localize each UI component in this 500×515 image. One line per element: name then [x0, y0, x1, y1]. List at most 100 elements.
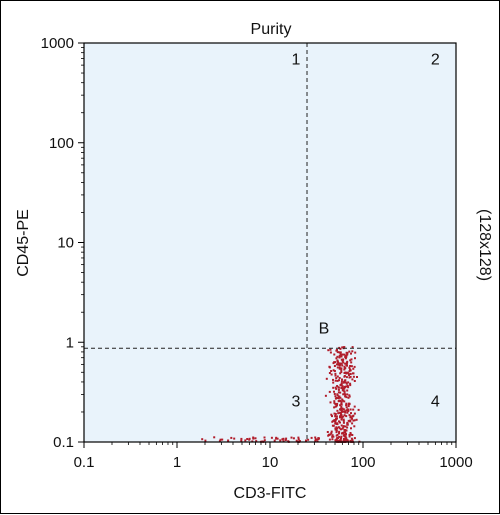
data-point — [344, 429, 347, 431]
data-point — [331, 438, 334, 441]
data-point — [340, 406, 343, 408]
data-point — [345, 372, 348, 375]
data-points — [201, 346, 361, 443]
data-point — [345, 396, 348, 399]
data-point — [315, 438, 318, 441]
data-point — [227, 439, 230, 442]
data-point — [334, 361, 337, 364]
quadrant-label-1: 1 — [291, 51, 300, 68]
data-point — [330, 430, 333, 433]
data-point — [342, 434, 345, 437]
data-point — [342, 415, 345, 418]
data-point — [248, 437, 251, 440]
data-point — [285, 437, 288, 440]
data-point — [281, 438, 284, 441]
data-point — [340, 437, 342, 440]
data-point — [340, 387, 343, 389]
data-point — [221, 438, 224, 441]
data-point — [335, 426, 338, 429]
data-point — [334, 419, 337, 422]
data-point — [334, 397, 337, 400]
data-point — [333, 400, 336, 403]
data-point — [342, 393, 345, 396]
data-point — [334, 427, 337, 430]
data-point — [341, 427, 344, 430]
data-point — [254, 437, 257, 440]
data-point — [347, 386, 350, 389]
data-point — [351, 372, 354, 375]
data-point — [336, 422, 338, 425]
data-point — [337, 396, 340, 398]
data-point — [348, 433, 351, 436]
data-point — [338, 354, 341, 357]
data-point — [341, 416, 343, 419]
data-point — [353, 380, 356, 382]
data-point — [338, 367, 341, 370]
data-point — [305, 439, 307, 442]
data-point — [355, 418, 358, 421]
data-point — [295, 439, 298, 442]
data-point — [349, 359, 352, 362]
x-tick-label: 1 — [173, 454, 181, 471]
data-point — [350, 412, 352, 415]
data-point — [338, 379, 340, 382]
data-point — [342, 381, 345, 384]
data-point — [348, 435, 351, 438]
data-point — [344, 431, 347, 434]
data-point — [335, 438, 338, 441]
data-point — [349, 384, 352, 387]
data-point — [341, 346, 344, 349]
data-point — [344, 356, 347, 358]
data-point — [336, 360, 339, 363]
data-point — [350, 416, 353, 419]
data-point — [347, 419, 350, 422]
data-point — [333, 406, 336, 409]
data-point — [336, 379, 339, 382]
data-point — [343, 365, 346, 368]
data-point — [342, 419, 345, 422]
data-point — [335, 430, 338, 432]
data-point — [344, 381, 347, 384]
data-point — [327, 349, 330, 352]
data-point — [346, 439, 349, 442]
data-point — [348, 414, 351, 417]
data-point — [341, 407, 343, 410]
data-point — [346, 371, 349, 374]
data-point — [344, 362, 347, 365]
data-point — [339, 396, 342, 399]
data-point — [334, 372, 337, 375]
data-point — [347, 410, 350, 412]
data-point — [334, 428, 337, 431]
data-point — [240, 439, 243, 442]
y-tick-label: 0.1 — [53, 434, 74, 451]
data-point — [330, 373, 333, 376]
data-point — [346, 353, 349, 356]
data-point — [340, 410, 343, 412]
data-point — [343, 379, 346, 382]
data-point — [219, 438, 222, 441]
data-point — [340, 367, 343, 370]
data-point — [351, 350, 354, 353]
data-point — [333, 390, 335, 393]
data-point — [255, 440, 258, 443]
data-point — [329, 351, 332, 354]
data-point — [347, 402, 350, 405]
data-point — [290, 436, 293, 439]
data-point — [326, 431, 329, 433]
data-point — [337, 439, 340, 442]
data-point — [337, 388, 340, 391]
data-point — [337, 412, 340, 415]
data-point — [276, 437, 279, 440]
axis-ticks: 0.1 1 10 100 1000 0.1 1 10 100 1000 — [41, 35, 473, 471]
data-point — [337, 399, 340, 402]
data-point — [353, 437, 356, 440]
data-point — [343, 392, 346, 395]
data-point — [336, 403, 338, 406]
data-point — [204, 439, 207, 442]
data-point — [298, 440, 301, 442]
data-point — [318, 437, 320, 440]
data-point — [350, 433, 353, 436]
data-point — [334, 374, 337, 377]
x-tick-label: 10 — [262, 454, 279, 471]
data-point — [339, 400, 342, 402]
